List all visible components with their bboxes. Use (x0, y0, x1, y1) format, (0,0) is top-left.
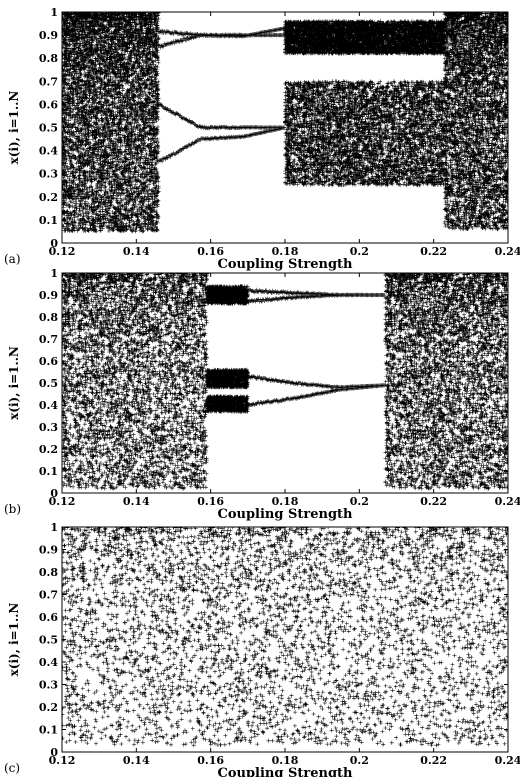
y-tick-label: 1 (50, 267, 58, 280)
y-axis-label: x(i), i=1..N (7, 91, 21, 165)
y-tick-label: 0.4 (39, 399, 58, 412)
y-tick-label: 0.5 (39, 634, 58, 647)
y-tick-label: 0.6 (39, 611, 58, 624)
y-tick-label: 0.3 (39, 168, 58, 181)
panel-1: 0.12 0.14 0.16 0.18 0.2 0.22 0.2400.10.20.30.4… (4, 267, 520, 522)
panel-letter: (b) (4, 502, 21, 516)
y-tick-label: 0.7 (39, 589, 58, 602)
y-tick-label: 1 (50, 6, 58, 19)
y-tick-label: 0.9 (39, 544, 58, 557)
x-tick-label: 0.2 (350, 495, 369, 508)
scatter-points (60, 271, 510, 491)
y-tick-label: 0.2 (39, 701, 58, 714)
y-axis-label: x(i), i=1..N (7, 346, 21, 420)
x-axis-label: Coupling Strength (217, 257, 353, 272)
scatter-points (60, 525, 510, 747)
x-tick-label: 0.22 (420, 495, 447, 508)
y-tick-label: 0.6 (39, 355, 58, 368)
panel-2: 0.12 0.14 0.16 0.18 0.2 0.22 0.2400.10.20.30.4… (4, 521, 520, 777)
y-tick-label: 0.1 (39, 214, 58, 227)
y-tick-label: 0.5 (39, 377, 58, 390)
y-tick-label: 0 (50, 746, 58, 759)
y-tick-label: 0.3 (39, 421, 58, 434)
y-tick-label: 0.8 (39, 52, 58, 65)
panel-letter: (a) (4, 252, 21, 266)
x-tick-label: 0.2 (350, 754, 369, 767)
x-tick-label: 0.14 (123, 245, 150, 258)
x-tick-label: 0.14 (123, 495, 150, 508)
x-axis-label: Coupling Strength (217, 507, 353, 522)
y-tick-label: 0.3 (39, 679, 58, 692)
y-axis-label: x(i), i=1..N (7, 603, 21, 677)
y-tick-label: 0.2 (39, 191, 58, 204)
x-tick-label: 0.14 (123, 754, 150, 767)
y-tick-label: 0.9 (39, 289, 58, 302)
x-tick-label: 0.24 (495, 245, 520, 258)
x-tick-label: 0.24 (495, 754, 520, 767)
y-tick-label: 1 (50, 521, 58, 534)
y-tick-label: 0.8 (39, 311, 58, 324)
y-tick-label: 0.4 (39, 145, 58, 158)
y-tick-label: 0.7 (39, 333, 58, 346)
y-tick-label: 0.1 (39, 724, 58, 737)
y-tick-label: 0 (50, 487, 58, 500)
y-tick-label: 0.7 (39, 75, 58, 88)
x-tick-label: 0.22 (420, 754, 447, 767)
panel-letter: (c) (4, 761, 20, 775)
y-tick-label: 0.6 (39, 98, 58, 111)
y-tick-label: 0.5 (39, 122, 58, 135)
x-tick-label: 0.2 (350, 245, 369, 258)
scatter-points (60, 10, 510, 233)
y-tick-label: 0 (50, 237, 58, 250)
y-tick-label: 0.8 (39, 566, 58, 579)
x-axis-label: Coupling Strength (217, 766, 353, 777)
y-tick-label: 0.4 (39, 656, 58, 669)
panel-0: 0.12 0.14 0.16 0.18 0.2 0.22 0.2400.10.20.30.4… (4, 6, 520, 272)
y-tick-label: 0.9 (39, 29, 58, 42)
y-tick-label: 0.2 (39, 443, 58, 456)
y-tick-label: 0.1 (39, 465, 58, 478)
x-tick-label: 0.24 (495, 495, 520, 508)
x-tick-label: 0.22 (420, 245, 447, 258)
